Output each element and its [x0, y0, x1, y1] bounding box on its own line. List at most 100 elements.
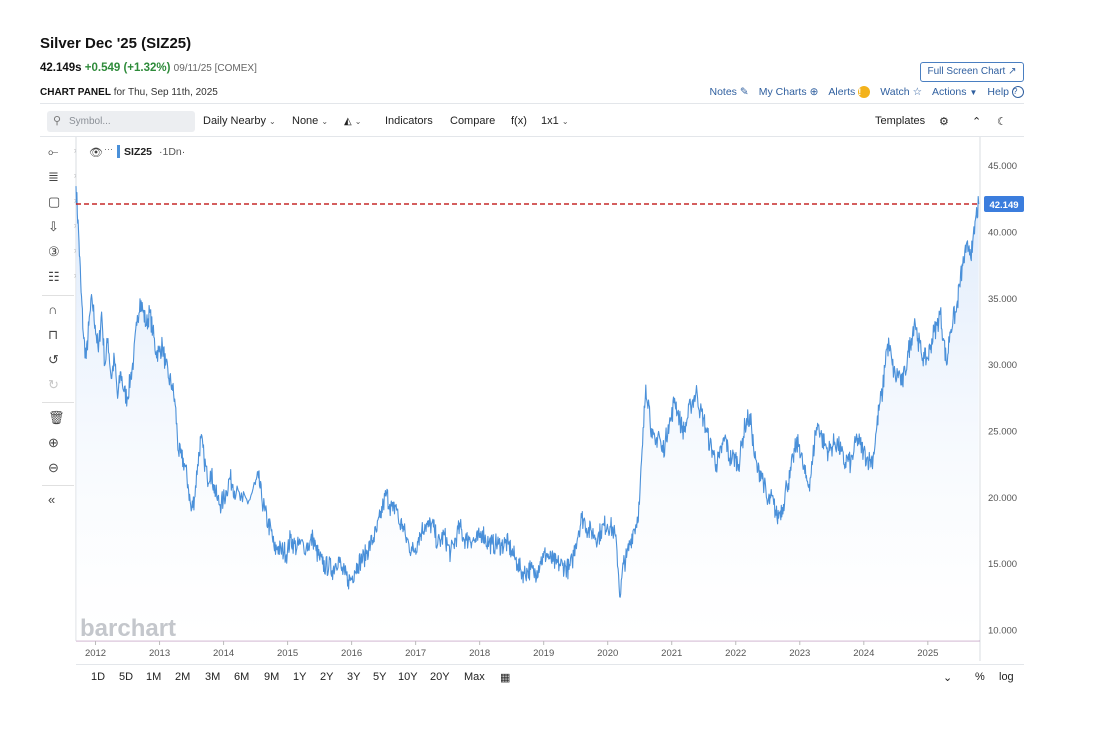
panel-links: Notes ✎ My Charts ⊕ Alerts! Watch ☆ Actions… [709, 86, 1024, 98]
expand-down-icon[interactable]: ⌄ [943, 672, 953, 684]
range-button-5y[interactable]: 5Y [373, 671, 387, 683]
notes-label: Notes [709, 86, 737, 98]
divider [40, 103, 1024, 104]
y-tick-label: 10.000 [988, 625, 1017, 636]
last-price-badge [984, 195, 1024, 212]
undo-icon[interactable]: ↺ [48, 352, 59, 367]
area-chart-icon: ◭ [344, 116, 352, 127]
compare-button[interactable]: Compare [450, 115, 496, 127]
legend-series-swatch [117, 145, 120, 158]
symbol-input[interactable]: ⚲ Symbol... [47, 111, 195, 132]
chevron-down-icon: ⌄ [321, 117, 329, 126]
visibility-eye-icon: 👁 [89, 146, 103, 159]
range-button-5d[interactable]: 5D [119, 671, 134, 683]
series-area-fill [76, 186, 979, 641]
collapse-up-icon[interactable]: ⌃ [972, 116, 982, 128]
y-tick-label: 35.000 [988, 294, 1017, 305]
last-price-label: 42.149 [989, 200, 1018, 211]
x-tick-label: 2013 [149, 648, 170, 659]
range-button-1m[interactable]: 1M [146, 671, 162, 683]
log-toggle[interactable]: log [999, 671, 1014, 683]
range-button-1d[interactable]: 1D [91, 671, 106, 683]
range-button-3y[interactable]: 3Y [347, 671, 361, 683]
line-tools-icon[interactable]: ≣ › [48, 169, 77, 184]
zoom-in-icon[interactable]: ⊕ [48, 435, 59, 450]
x-tick-label: 2024 [853, 648, 874, 659]
legend-interval: ·1Dn· [159, 146, 185, 158]
magnet-icon[interactable]: ∩ [48, 302, 58, 317]
chart-type-dropdown[interactable]: ◭ ⌄ [344, 115, 361, 127]
my-charts-link[interactable]: My Charts ⊕ [759, 86, 819, 98]
redo-icon[interactable]: ↻ [48, 377, 59, 392]
x-tick-label: 2015 [277, 648, 298, 659]
alert-icon: ! [858, 86, 871, 98]
actions-menu[interactable]: Actions ▼ [932, 86, 977, 98]
panel-label-title: CHART PANEL [40, 87, 111, 98]
trash-icon[interactable]: 🗑 [48, 410, 65, 425]
range-button-2m[interactable]: 2M [175, 671, 191, 683]
daily-nearby-dropdown[interactable]: Daily Nearby ⌄ [203, 115, 276, 127]
full-screen-button[interactable]: Full Screen Chart ↗ [920, 62, 1024, 82]
help-label: Help [987, 86, 1009, 98]
x-tick-label: 2020 [597, 648, 618, 659]
chevron-down-icon: ⌄ [354, 117, 362, 126]
quote-meta: 09/11/25 [COMEX] [173, 63, 257, 74]
range-button-6m[interactable]: 6M [234, 671, 250, 683]
my-charts-label: My Charts [758, 86, 807, 98]
indicators-button[interactable]: Indicators [385, 115, 433, 127]
x-tick-label: 2017 [405, 648, 426, 659]
shape-tools-icon[interactable]: ▢ › [48, 194, 77, 209]
x-tick-label: 2016 [341, 648, 362, 659]
series-line [75, 186, 980, 598]
barchart-watermark: barchart [80, 615, 176, 642]
x-tick-label: 2023 [789, 648, 810, 659]
y-tick-label: 45.000 [988, 161, 1017, 172]
range-button-20y[interactable]: 20Y [430, 671, 450, 683]
range-button-10y[interactable]: 10Y [398, 671, 418, 683]
crosshair-tool-icon[interactable]: ⟜ › [48, 144, 77, 159]
arrow-tools-icon[interactable]: ⇩ › [48, 219, 77, 234]
chart-toolbar: ⚲ Symbol... Daily Nearby ⌄ None ⌄ ◭ ⌄ In… [47, 111, 1024, 133]
settings-gear-icon[interactable]: ⚙ [939, 116, 949, 128]
collapse-sidebar-icon[interactable]: « [48, 492, 56, 507]
unlock-icon[interactable]: ⊓ [48, 327, 59, 342]
last-price: 42.149s [40, 62, 82, 74]
alerts-label: Alerts [828, 86, 856, 98]
y-tick-label: 25.000 [988, 426, 1017, 437]
alerts-link[interactable]: Alerts! [828, 86, 871, 98]
help-link[interactable]: Help? [987, 86, 1024, 98]
range-button-9m[interactable]: 9M [264, 671, 280, 683]
legend-options-icon: ··· [104, 144, 113, 154]
x-tick-label: 2019 [533, 648, 554, 659]
y-tick-label: 15.000 [988, 559, 1017, 570]
fx-button[interactable]: f(x) [511, 115, 527, 127]
watch-link[interactable]: Watch ☆ [880, 86, 922, 98]
search-icon: ⚲ [53, 115, 62, 127]
x-tick-label: 2018 [469, 648, 490, 659]
caret-down-icon: ▼ [969, 87, 978, 97]
range-button-2y[interactable]: 2Y [320, 671, 334, 683]
zoom-out-icon[interactable]: ⊖ [48, 460, 59, 475]
y-tick-label: 40.000 [988, 227, 1017, 238]
notes-link[interactable]: Notes ✎ [709, 86, 748, 98]
chevron-down-icon: ⌄ [269, 117, 276, 126]
layout-dropdown[interactable]: 1x1 ⌄ [541, 115, 569, 127]
range-button-1y[interactable]: 1Y [293, 671, 307, 683]
templates-button[interactable]: Templates [875, 115, 926, 127]
calendar-icon[interactable]: ▦ [500, 672, 511, 684]
actions-label: Actions [932, 86, 967, 98]
plus-circle-icon: ⊕ [809, 86, 819, 98]
range-button-max[interactable]: Max [464, 671, 485, 683]
x-tick-label: 2025 [917, 648, 938, 659]
watch-label: Watch [880, 86, 910, 98]
x-tick-label: 2021 [661, 648, 682, 659]
fib-tools-icon[interactable]: ☷ › [48, 269, 77, 284]
counter-tools-icon[interactable]: ③ › [48, 244, 77, 259]
none-dropdown[interactable]: None ⌄ [292, 115, 328, 127]
percent-toggle[interactable]: % [975, 671, 985, 683]
quote-line: 42.149s +0.549 (+1.32%) 09/11/25 [COMEX] [40, 62, 257, 74]
range-button-3m[interactable]: 3M [205, 671, 221, 683]
symbol-placeholder: Symbol... [69, 116, 111, 127]
dark-mode-moon-icon[interactable]: ☾ [997, 116, 1007, 128]
